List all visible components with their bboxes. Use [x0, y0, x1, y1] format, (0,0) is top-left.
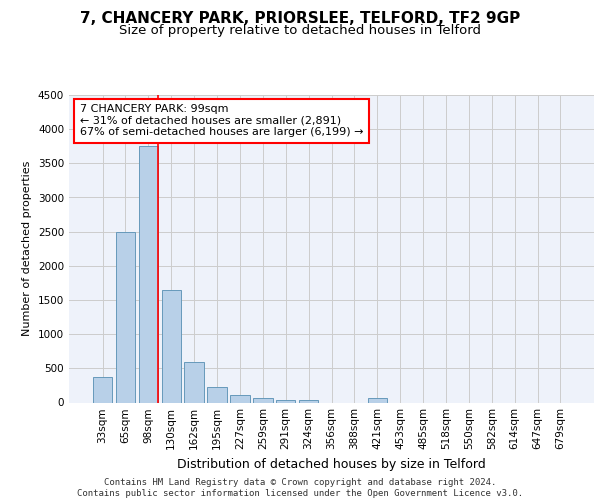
Text: 7, CHANCERY PARK, PRIORSLEE, TELFORD, TF2 9GP: 7, CHANCERY PARK, PRIORSLEE, TELFORD, TF…: [80, 11, 520, 26]
Bar: [116, 232, 135, 402]
Bar: [253, 398, 272, 402]
Text: Size of property relative to detached houses in Telford: Size of property relative to detached ho…: [119, 24, 481, 37]
Text: Contains HM Land Registry data © Crown copyright and database right 2024.
Contai: Contains HM Land Registry data © Crown c…: [77, 478, 523, 498]
X-axis label: Distribution of detached houses by size in Telford: Distribution of detached houses by size …: [177, 458, 486, 471]
Bar: [276, 400, 295, 402]
Bar: [161, 290, 181, 403]
Bar: [208, 387, 227, 402]
Y-axis label: Number of detached properties: Number of detached properties: [22, 161, 32, 336]
Bar: [93, 377, 112, 402]
Bar: [368, 398, 387, 402]
Text: 7 CHANCERY PARK: 99sqm
← 31% of detached houses are smaller (2,891)
67% of semi-: 7 CHANCERY PARK: 99sqm ← 31% of detached…: [79, 104, 363, 138]
Bar: [299, 400, 319, 402]
Bar: [230, 395, 250, 402]
Bar: [184, 362, 204, 403]
Bar: [139, 146, 158, 403]
